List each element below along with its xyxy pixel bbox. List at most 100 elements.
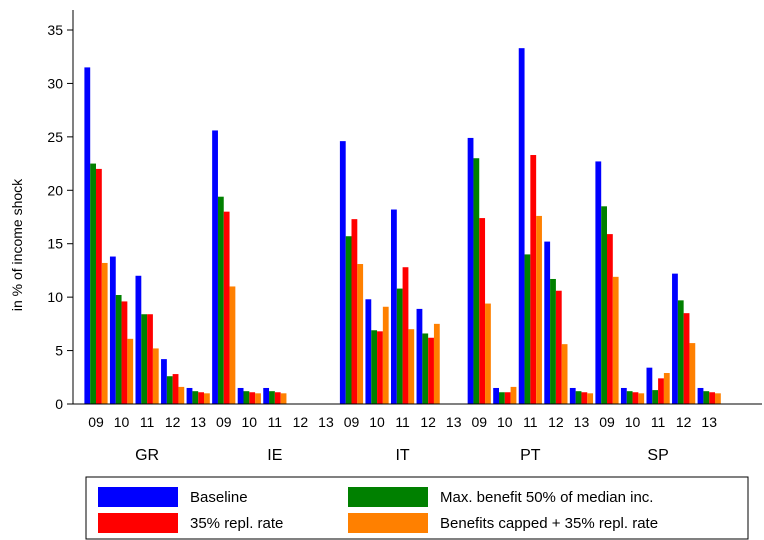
y-axis: 0 5 10 15 20 25 30 35 (47, 10, 74, 412)
legend-swatch (348, 513, 428, 533)
bar (345, 236, 352, 404)
bar (416, 308, 423, 404)
bar (607, 234, 613, 404)
legend-label: Benefits capped + 35% repl. rate (440, 515, 658, 532)
bar (229, 286, 236, 404)
x-tick-label: 12 (165, 414, 181, 430)
bar (544, 241, 551, 404)
x-tick-label: 13 (574, 414, 590, 430)
x-tick-label: 09 (88, 414, 104, 430)
bar (646, 367, 653, 404)
y-tick-label: 0 (55, 396, 63, 412)
x-tick-label: 10 (242, 414, 258, 430)
x-tick-label: 10 (625, 414, 641, 430)
bar (638, 393, 645, 404)
bar (382, 306, 389, 404)
bar (536, 215, 542, 404)
bar (499, 392, 505, 404)
x-tick-label: 10 (114, 414, 130, 430)
bar (391, 209, 397, 404)
bar (135, 275, 142, 404)
bar (396, 288, 403, 404)
bar (663, 373, 670, 404)
bar (652, 390, 659, 404)
bar (677, 300, 684, 404)
bar (280, 393, 287, 404)
bar (371, 330, 378, 404)
group-label: IT (395, 447, 409, 464)
x-tick-label: 12 (420, 414, 436, 430)
bar (595, 161, 602, 404)
bar (186, 387, 193, 404)
bar (141, 314, 148, 404)
legend: Baseline Max. benefit 50% of median inc. 3… (85, 476, 749, 540)
bar (351, 219, 358, 404)
y-axis-label: in % of income shock (9, 178, 25, 311)
bar (581, 392, 588, 404)
x-tick-label: 11 (523, 414, 538, 430)
bar (127, 338, 134, 404)
bar (408, 329, 415, 404)
bar (255, 393, 261, 404)
legend-swatch (348, 487, 428, 507)
bar (575, 391, 582, 404)
bar (147, 314, 153, 404)
bar (550, 278, 556, 404)
bar (109, 256, 116, 404)
legend-label: Baseline (190, 489, 248, 506)
bar (467, 137, 474, 404)
bar (485, 303, 491, 404)
bar (121, 301, 128, 404)
bar (357, 264, 364, 404)
bar (198, 392, 204, 404)
x-tick-label: 12 (676, 414, 692, 430)
bar (90, 163, 96, 404)
x-tick-label: 11 (268, 414, 283, 430)
bar (249, 392, 256, 404)
bar (172, 374, 179, 404)
legend-swatch (98, 487, 178, 507)
bar (587, 393, 594, 404)
bar (101, 262, 108, 404)
bar (555, 290, 562, 404)
x-tick-label: 09 (216, 414, 232, 430)
x-tick-label: 13 (318, 414, 334, 430)
bar (715, 393, 721, 404)
y-tick-label: 35 (47, 22, 63, 38)
bar (561, 344, 568, 404)
x-tick-label: 10 (369, 414, 385, 430)
bar (479, 218, 486, 404)
legend-label: 35% repl. rate (190, 515, 283, 532)
x-tick-label: 11 (140, 414, 155, 430)
x-tick-label: 12 (293, 414, 309, 430)
group-label: IE (267, 447, 282, 464)
y-tick-label: 25 (47, 129, 63, 145)
bar (269, 391, 275, 404)
bar (377, 331, 383, 404)
bar (689, 343, 696, 404)
bar (620, 387, 627, 404)
x-tick-label: 09 (344, 414, 360, 430)
bar (223, 211, 230, 404)
bar (601, 206, 607, 404)
group-label: PT (520, 447, 541, 464)
bar (697, 387, 704, 404)
bar (274, 392, 281, 404)
plot-area (84, 48, 721, 405)
bar (96, 168, 102, 404)
bar (243, 391, 250, 404)
bar (683, 313, 690, 404)
bar (626, 391, 633, 404)
y-tick-label: 15 (47, 236, 63, 252)
bar (166, 376, 173, 404)
bar (510, 386, 517, 404)
bar (504, 392, 511, 404)
bar (365, 299, 372, 404)
bar (428, 337, 434, 404)
bar (530, 155, 537, 404)
bar (433, 323, 440, 404)
x-tick-label: 11 (651, 414, 666, 430)
x-tick-label: 09 (599, 414, 615, 430)
group-label: SP (647, 447, 668, 464)
x-axis: 09 10 11 12 13 GR 09 10 11 12 13 IE 09 10 11 12 13 IT 09 10… (73, 403, 762, 464)
